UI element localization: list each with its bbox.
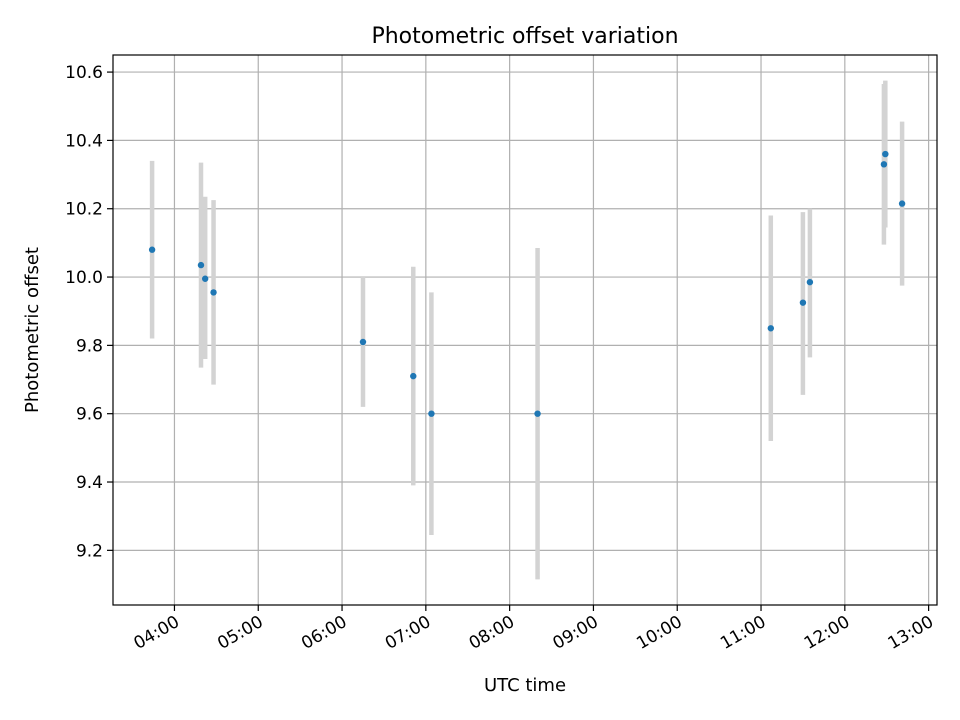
- data-point: [410, 372, 417, 380]
- y-axis-ticks: 9.2 9.4 9.6 9.8 10.0 10.2 10.4 10.6: [65, 63, 113, 561]
- data-point: [806, 278, 814, 286]
- plot-frame: [112, 54, 938, 606]
- data-point: [880, 161, 888, 168]
- y-tick-label: 10.2: [65, 200, 103, 220]
- data-point: [201, 275, 209, 282]
- data-point: [799, 299, 807, 306]
- data-points: [148, 150, 906, 417]
- y-axis-label: Photometric offset: [22, 247, 43, 413]
- y-tick-label: 10.0: [65, 268, 103, 288]
- y-tick-label: 9.2: [76, 541, 103, 561]
- data-point: [428, 410, 435, 417]
- data-point: [534, 410, 541, 417]
- x-axis-label: UTC time: [484, 675, 566, 696]
- y-tick-label: 10.6: [65, 63, 103, 83]
- data-point: [148, 246, 156, 253]
- chart-title: Photometric offset variation: [371, 24, 678, 49]
- data-point: [210, 289, 217, 296]
- data-point: [197, 261, 205, 269]
- data-point: [767, 325, 775, 332]
- y-tick-label: 9.8: [76, 336, 103, 356]
- y-tick-label: 9.6: [76, 405, 103, 425]
- data-point: [898, 200, 906, 207]
- data-point: [882, 150, 889, 158]
- y-tick-label: 9.4: [76, 473, 103, 493]
- grid: [113, 55, 937, 605]
- data-point: [359, 338, 367, 346]
- y-tick-label: 10.4: [65, 131, 103, 151]
